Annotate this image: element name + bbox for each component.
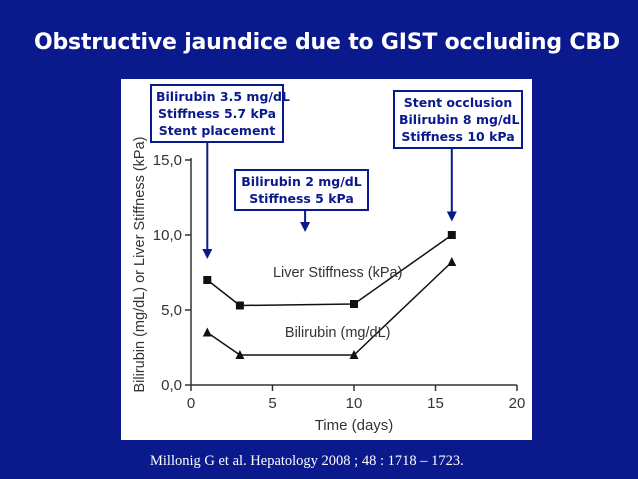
data-point-square xyxy=(235,301,244,310)
slide-title: Obstructive jaundice due to GIST occludi… xyxy=(34,30,620,55)
data-point-triangle xyxy=(447,257,457,266)
x-tick-label: 10 xyxy=(346,395,363,412)
data-point-square xyxy=(203,276,212,284)
x-tick-label: 15 xyxy=(427,395,444,412)
callout-line: Stent placement xyxy=(158,123,276,138)
line-chart: 0,0 5,0 10,0 15,0 0 5 10 15 20 Time (days) Bilirub… xyxy=(132,137,525,435)
series-label: Liver Stiffness (kPa) xyxy=(273,265,402,281)
callout-arrows xyxy=(202,143,457,259)
y-axis-label: Bilirubin (mg/dL) or Liver Stiffness (kP… xyxy=(132,137,148,393)
data-point-triangle xyxy=(235,350,245,359)
data-point-square xyxy=(447,231,456,239)
callout-arrow-head xyxy=(300,222,311,232)
series-line xyxy=(206,261,453,356)
callout-line: Stiffness 5 kPa xyxy=(249,191,354,206)
y-tick-label: 0,0 xyxy=(161,377,182,394)
callout-line: Bilirubin 3.5 mg/dL xyxy=(156,89,290,104)
callout-line: Stiffness 10 kPa xyxy=(401,129,515,144)
y-tick-label: 15,0 xyxy=(153,152,182,169)
y-tick-label: 5,0 xyxy=(161,302,182,319)
callout-stent-placement: Bilirubin 3.5 mg/dL Stiffness 5.7 kPa St… xyxy=(150,84,290,143)
callout-day-7: Bilirubin 2 mg/dL Stiffness 5 kPa xyxy=(234,169,369,211)
data-point-square xyxy=(350,300,358,308)
x-tick-label: 0 xyxy=(187,395,195,412)
data-point-triangle xyxy=(202,327,212,337)
callout-line: Stiffness 5.7 kPa xyxy=(157,106,277,121)
citation: Millonig G et al. Hepatology 2008 ; 48 :… xyxy=(150,453,464,469)
series-line xyxy=(206,234,453,307)
callout-line: Bilirubin 2 mg/dL xyxy=(241,174,362,189)
x-tick-label: 20 xyxy=(509,395,526,412)
y-tick-label: 10,0 xyxy=(153,227,182,244)
callout-arrow-head xyxy=(446,211,457,222)
x-tick-label: 5 xyxy=(268,395,276,412)
series-label: Bilirubin (mg/dL) xyxy=(285,325,391,341)
x-axis-label: Time (days) xyxy=(315,417,394,434)
callout-line: Bilirubin 8 mg/dL xyxy=(399,112,520,127)
data-point-triangle xyxy=(349,350,359,359)
callout-line: Stent occlusion xyxy=(403,95,513,110)
callout-stent-occlusion: Stent occlusion Bilirubin 8 mg/dL Stiffn… xyxy=(393,90,523,149)
chart-axes: 0,0 5,0 10,0 15,0 0 5 10 15 20 Time (days) Bilirub… xyxy=(132,137,525,435)
callout-arrow-head xyxy=(202,249,213,259)
chart-series: Liver Stiffness (kPa) Bilirubin (mg/dL) xyxy=(202,231,457,359)
